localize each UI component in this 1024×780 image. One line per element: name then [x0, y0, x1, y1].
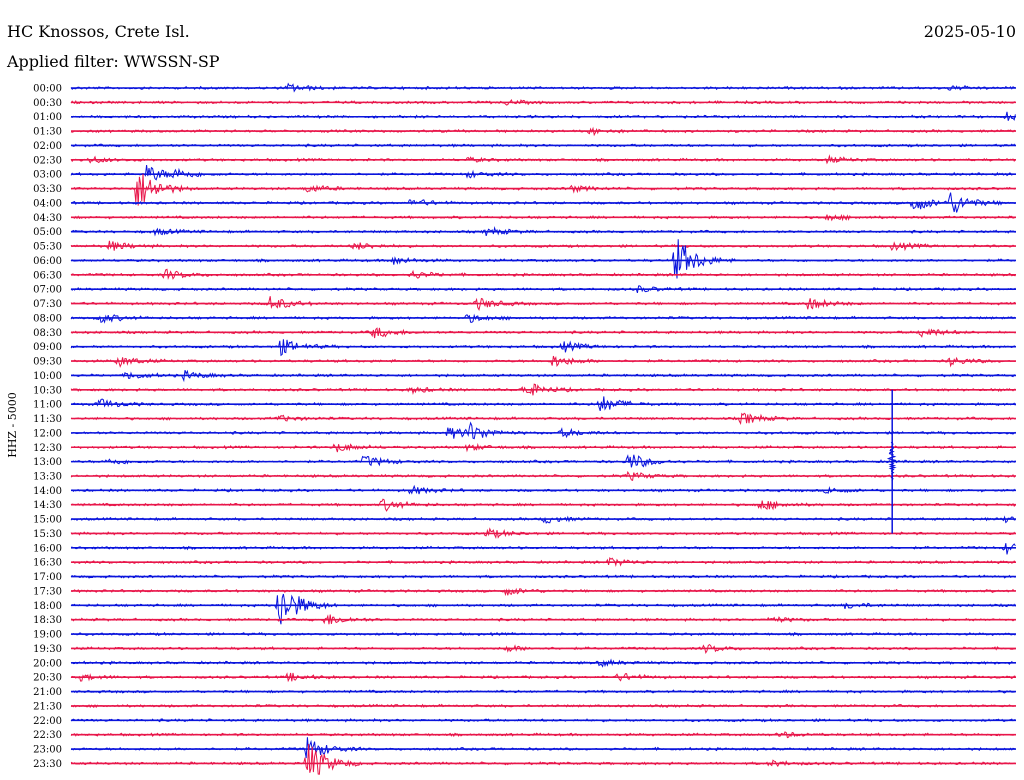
time-tick-label: 05:30 [33, 242, 62, 253]
time-tick-label: 15:30 [33, 529, 62, 540]
time-tick-label: 00:00 [33, 84, 62, 95]
time-tick-labels: 00:00 00:30 01:00 01:30 02:00 02:30 03:00 03:30… [33, 84, 62, 770]
time-tick-label: 10:30 [33, 385, 62, 396]
time-tick-label: 19:30 [33, 644, 62, 655]
event-spikes [886, 389, 897, 534]
time-tick-label: 23:00 [33, 745, 62, 756]
time-tick-label: 03:00 [33, 170, 62, 181]
time-tick-label: 23:30 [33, 759, 62, 770]
time-tick-label: 00:30 [33, 98, 62, 109]
time-tick-label: 20:30 [33, 673, 62, 684]
trace-line [70, 515, 1016, 524]
time-tick-label: 07:00 [33, 285, 62, 296]
time-tick-label: 22:00 [33, 716, 62, 727]
time-tick-label: 12:30 [33, 443, 62, 454]
time-tick-label: 05:00 [33, 227, 62, 238]
time-tick-label: 16:00 [33, 543, 62, 554]
time-tick-label: 04:30 [33, 213, 62, 224]
time-tick-label: 17:30 [33, 586, 62, 597]
time-tick-label: 08:00 [33, 313, 62, 324]
y-axis-label: HHZ - 5000 [6, 392, 19, 458]
time-tick-label: 07:30 [33, 299, 62, 310]
time-tick-label: 19:00 [33, 630, 62, 641]
time-tick-label: 17:00 [33, 572, 62, 583]
time-tick-label: 15:00 [33, 515, 62, 526]
time-tick-label: 16:30 [33, 558, 62, 569]
time-tick-label: 14:30 [33, 500, 62, 511]
trace-line [70, 543, 1016, 555]
time-tick-label: 22:30 [33, 730, 62, 741]
time-tick-label: 06:00 [33, 256, 62, 267]
filter-label: Applied filter: WWSSN-SP [6, 52, 220, 71]
time-tick-label: 10:00 [33, 371, 62, 382]
time-tick-label: 03:30 [33, 184, 62, 195]
trace-line [70, 587, 1016, 597]
time-tick-label: 02:30 [33, 155, 62, 166]
time-tick-label: 13:30 [33, 471, 62, 482]
date-label: 2025-05-10 [924, 22, 1016, 41]
time-tick-label: 20:00 [33, 658, 62, 669]
time-tick-label: 04:00 [33, 198, 62, 209]
trace-rows [70, 82, 1016, 775]
time-tick-label: 06:30 [33, 270, 62, 281]
time-tick-label: 09:30 [33, 357, 62, 368]
time-tick-label: 08:30 [33, 328, 62, 339]
time-tick-label: 11:00 [33, 400, 62, 411]
time-tick-label: 09:00 [33, 342, 62, 353]
time-tick-label: 02:00 [33, 141, 62, 152]
time-tick-label: 12:00 [33, 428, 62, 439]
station-title: HC Knossos, Crete Isl. [7, 22, 190, 41]
time-tick-label: 01:00 [33, 112, 62, 123]
trace-line [70, 421, 1016, 440]
time-tick-label: 14:00 [33, 486, 62, 497]
time-tick-label: 18:30 [33, 615, 62, 626]
time-tick-label: 18:00 [33, 601, 62, 612]
event-spike-burst [886, 441, 897, 481]
time-tick-label: 21:30 [33, 701, 62, 712]
trace-line [70, 737, 1016, 759]
trace-line [70, 164, 1016, 181]
time-tick-label: 21:00 [33, 687, 62, 698]
trace-line [70, 442, 1016, 453]
time-tick-label: 01:30 [33, 127, 62, 138]
trace-line [70, 173, 1016, 206]
time-tick-label: 11:30 [33, 414, 62, 425]
time-tick-label: 13:00 [33, 457, 62, 468]
